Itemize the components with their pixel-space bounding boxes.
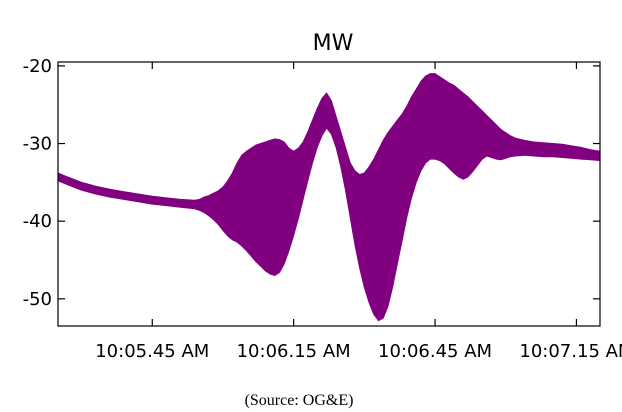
plot-frame xyxy=(57,61,601,327)
source-note: (Source: OG&E) xyxy=(245,392,354,409)
y-axis: -20 -30 -40 -50 xyxy=(23,56,600,310)
chart-title: MW xyxy=(313,31,354,56)
y-tick-label: -50 xyxy=(23,289,52,310)
x-axis: 10:05.45 AM 10:06.15 AM 10:06.45 AM 10:07.1… xyxy=(95,62,622,362)
x-tick-label: 10:05.45 AM xyxy=(95,341,209,362)
x-tick-label: 10:06.15 AM xyxy=(237,341,351,362)
x-tick-label: 10:06.45 AM xyxy=(378,341,492,362)
y-tick-label: -40 xyxy=(23,211,52,232)
y-tick-label: -30 xyxy=(23,134,52,155)
series-band-0 xyxy=(57,73,601,322)
y-tick-label: -20 xyxy=(23,56,52,77)
plot-layer xyxy=(57,73,601,322)
x-tick-label: 10:07.15 AM xyxy=(519,341,622,362)
